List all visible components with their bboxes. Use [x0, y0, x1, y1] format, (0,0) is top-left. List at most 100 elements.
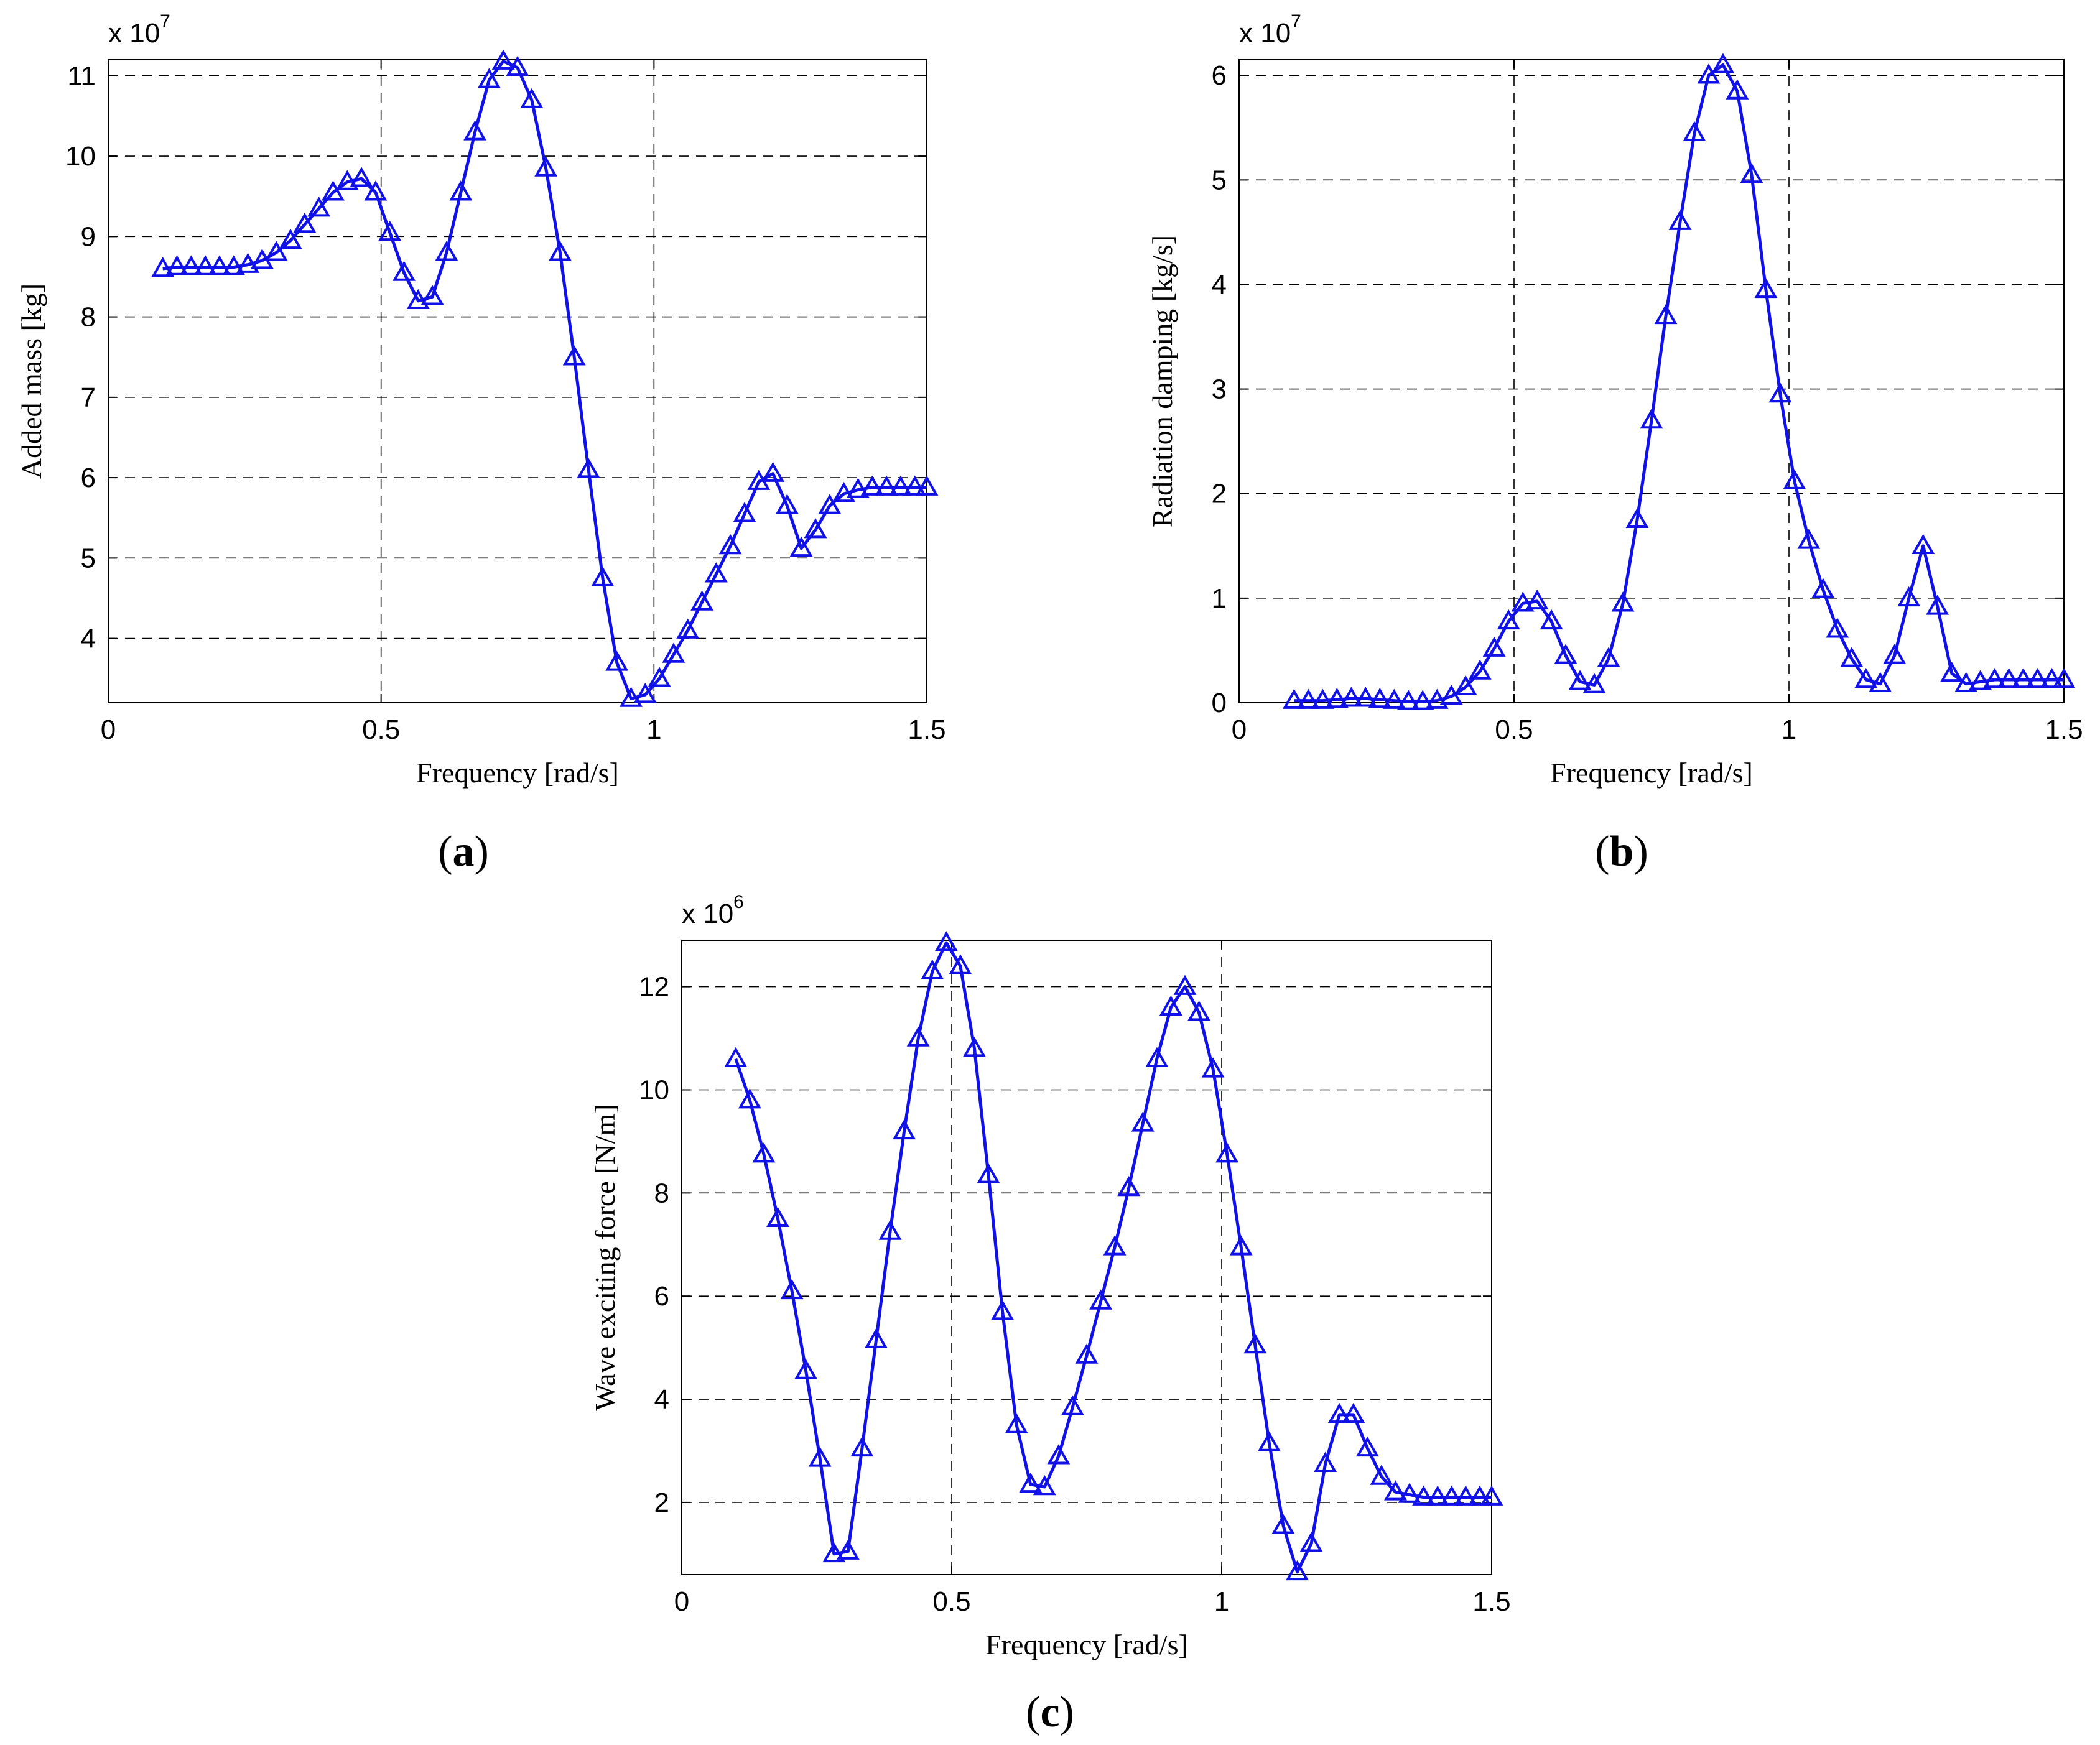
y-tick-label: 4	[654, 1384, 669, 1415]
data-point-marker	[1654, 303, 1678, 325]
panel-label-letter: a	[453, 828, 475, 876]
data-point-marker	[676, 618, 700, 639]
panel-label-close-paren: )	[1633, 828, 1648, 876]
y-axis-label: Added mass [kg]	[16, 284, 47, 479]
data-point-marker	[449, 180, 473, 201]
data-point-marker	[766, 1206, 789, 1228]
data-point-marker	[1005, 1413, 1028, 1433]
series-line	[1294, 63, 2064, 703]
data-point-marker	[605, 650, 629, 671]
data-point-marker	[1145, 1047, 1169, 1067]
data-point-marker	[264, 241, 288, 261]
data-point-marker	[1454, 675, 1477, 696]
data-point-marker	[850, 1436, 874, 1457]
data-point-marker	[690, 590, 713, 611]
data-point-marker	[2026, 667, 2050, 688]
y-tick-label: 10	[639, 1075, 669, 1105]
data-point-marker	[847, 478, 870, 498]
data-point-marker	[1482, 636, 1506, 657]
data-point-marker	[1159, 995, 1182, 1016]
x-tick-label: 0	[101, 715, 116, 745]
data-point-marker	[1811, 578, 1835, 598]
data-point-marker	[1468, 1485, 1492, 1506]
x-tick-label: 1	[1214, 1586, 1229, 1617]
data-point-marker	[520, 88, 544, 108]
series-line	[734, 941, 1492, 1574]
panel-label: (b)	[1595, 828, 1648, 876]
data-point-marker	[1311, 688, 1334, 709]
axis-exponent-label: x 106	[682, 892, 744, 929]
data-point-marker	[1540, 609, 1563, 630]
data-point-marker	[1854, 667, 1878, 688]
data-point-marker	[1296, 688, 1320, 709]
panel-label-open-paren: (	[438, 828, 452, 876]
data-point-marker	[889, 475, 913, 496]
data-point-marker	[1215, 1142, 1239, 1163]
y-tick-label: 2	[654, 1488, 669, 1518]
data-point-marker	[921, 959, 944, 980]
y-tick-label: 3	[1212, 374, 1227, 405]
data-point-marker	[1286, 1560, 1309, 1581]
data-point-marker	[1282, 688, 1306, 709]
data-point-marker	[1314, 1451, 1337, 1472]
data-point-marker	[1271, 1514, 1295, 1534]
y-tick-label: 1	[1212, 583, 1227, 614]
data-point-marker	[1568, 670, 1592, 690]
data-point-marker	[2052, 667, 2076, 688]
data-point-marker	[1997, 667, 2021, 688]
data-point-marker	[1554, 644, 1577, 664]
axis-exponent-power: 6	[733, 892, 744, 912]
data-point-marker	[378, 220, 402, 241]
data-point-marker	[1382, 688, 1406, 709]
y-tick-label: 8	[81, 302, 96, 333]
x-tick-label: 0	[674, 1586, 689, 1617]
data-point-marker	[1019, 1472, 1043, 1493]
y-tick-label: 12	[639, 972, 669, 1002]
y-tick-label: 10	[65, 141, 96, 172]
panel-label-open-paren: (	[1026, 1688, 1040, 1736]
data-point-marker	[1582, 673, 1606, 693]
x-tick-label: 1.5	[2045, 715, 2083, 745]
data-point-marker	[865, 1328, 888, 1348]
data-point-marker	[548, 241, 572, 261]
data-point-marker	[1412, 1485, 1436, 1506]
data-point-marker	[1926, 595, 1949, 615]
x-axis-label: Frequency [rad/s]	[416, 757, 619, 789]
data-point-marker	[236, 252, 260, 273]
data-point-marker	[1480, 1485, 1503, 1506]
x-tick-label: 0	[1232, 715, 1247, 745]
data-point-marker	[1625, 507, 1649, 529]
data-point-marker	[704, 562, 728, 583]
y-tick-label: 6	[81, 463, 96, 493]
data-point-marker	[903, 475, 927, 496]
data-point-marker	[1440, 1485, 1464, 1506]
data-point-marker	[1497, 609, 1520, 630]
y-axis-label: Wave exciting force [N/m]	[589, 1104, 621, 1410]
panel-label-letter: b	[1610, 828, 1634, 876]
y-tick-label: 5	[1212, 165, 1227, 195]
data-point-marker	[307, 197, 331, 217]
data-point-marker	[1940, 661, 1964, 682]
y-axis-label: Radiation damping [kg/s]	[1146, 235, 1178, 527]
data-point-marker	[1983, 667, 2007, 688]
data-point-marker	[1754, 277, 1778, 299]
data-point-marker	[1342, 1402, 1365, 1423]
data-point-marker	[1511, 591, 1535, 612]
data-point-marker	[165, 255, 188, 275]
data-point-marker	[1384, 1480, 1407, 1501]
data-point-marker	[1103, 1235, 1127, 1256]
data-point-marker	[738, 1088, 761, 1109]
x-tick-label: 1	[1782, 715, 1796, 745]
data-point-marker	[477, 68, 501, 88]
data-point-marker	[1426, 1485, 1449, 1506]
data-point-marker	[1726, 79, 1749, 100]
data-point-marker	[780, 1279, 804, 1300]
data-point-marker	[752, 1142, 776, 1163]
data-point-marker	[1954, 672, 1978, 692]
data-point-marker	[733, 502, 756, 522]
data-point-marker	[818, 494, 842, 514]
x-tick-label: 1	[646, 715, 661, 745]
x-tick-label: 1.5	[908, 715, 945, 745]
data-point-marker	[1325, 687, 1349, 708]
